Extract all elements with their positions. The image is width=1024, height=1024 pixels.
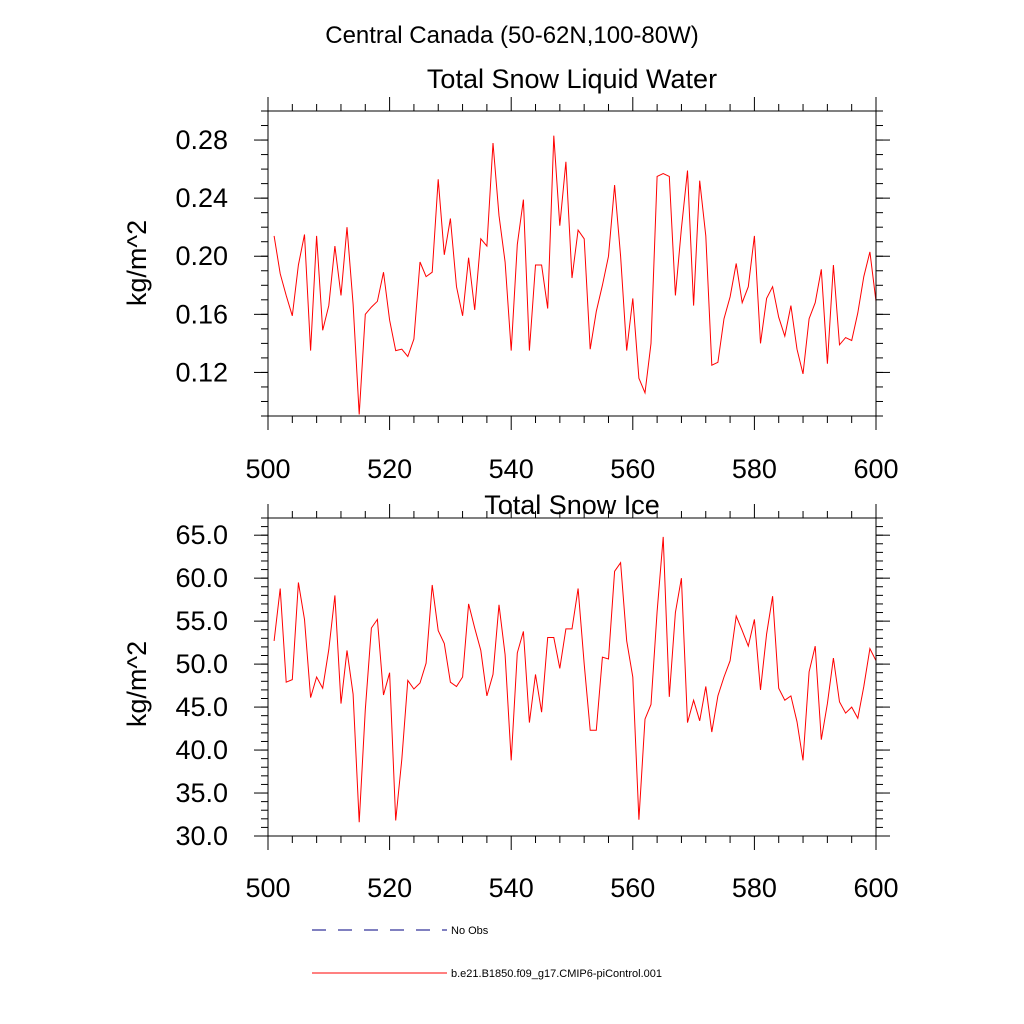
y-tick-label: 55.0 <box>175 606 228 636</box>
panel-1-y-tick-labels: 0.12 0.16 0.20 0.24 0.28 <box>175 125 228 387</box>
x-tick-label: 580 <box>732 873 777 903</box>
y-tick-label: 0.16 <box>175 299 228 329</box>
panel-1-title: Total Snow Liquid Water <box>427 64 717 94</box>
panel-2-data <box>273 536 877 823</box>
y-tick-label: 0.28 <box>175 125 228 155</box>
y-tick-label: 65.0 <box>175 520 228 550</box>
y-tick-label: 0.20 <box>175 241 228 271</box>
panel-1-ylabel: kg/m^2 <box>122 220 152 306</box>
x-tick-label: 580 <box>732 454 777 484</box>
y-tick-label: 40.0 <box>175 735 228 765</box>
x-tick-label: 500 <box>245 454 290 484</box>
y-tick-label: 30.0 <box>175 821 228 851</box>
panel-2-x-tick-labels: 500 520 540 560 580 600 <box>245 873 898 903</box>
x-tick-label: 540 <box>489 873 534 903</box>
legend: No Obs b.e21.B1850.f09_g17.CMIP6-piContr… <box>312 925 662 980</box>
y-tick-label: 0.24 <box>175 183 228 213</box>
y-tick-label: 0.12 <box>175 357 228 387</box>
panel-1-data <box>273 135 877 415</box>
x-tick-label: 560 <box>610 454 655 484</box>
panel-2-title: Total Snow Ice <box>484 490 660 520</box>
x-tick-label: 540 <box>489 454 534 484</box>
panel-snow-liquid-water: Total Snow Liquid Water kg/m^2 500 520 540… <box>122 64 899 484</box>
series-line-model <box>273 135 877 415</box>
x-tick-label: 500 <box>245 873 290 903</box>
x-tick-label: 600 <box>853 454 898 484</box>
figure-title: Central Canada (50-62N,100-80W) <box>325 22 699 49</box>
x-tick-label: 520 <box>367 873 412 903</box>
legend-model-label: b.e21.B1850.f09_g17.CMIP6-piControl.001 <box>451 968 662 980</box>
panel-1-ticks <box>254 97 890 430</box>
panel-2-ylabel: kg/m^2 <box>122 641 152 727</box>
panel-1-plot-frame <box>267 110 877 417</box>
panel-2-ticks <box>254 504 890 850</box>
y-tick-label: 60.0 <box>175 563 228 593</box>
panel-2-y-tick-labels: 30.0 35.0 40.0 45.0 50.0 55.0 60.0 65.0 <box>175 520 228 851</box>
y-tick-label: 45.0 <box>175 692 228 722</box>
legend-obs-label: No Obs <box>451 925 489 937</box>
y-tick-label: 50.0 <box>175 649 228 679</box>
y-tick-label: 35.0 <box>175 778 228 808</box>
x-tick-label: 520 <box>367 454 412 484</box>
panel-1-x-tick-labels: 500 520 540 560 580 600 <box>245 454 898 484</box>
series-line-model <box>273 536 877 823</box>
panel-snow-ice: Total Snow Ice kg/m^2 500 520 540 560 580 600… <box>122 490 899 903</box>
panel-2-plot-frame <box>267 517 877 837</box>
x-tick-label: 560 <box>610 873 655 903</box>
x-tick-label: 600 <box>853 873 898 903</box>
